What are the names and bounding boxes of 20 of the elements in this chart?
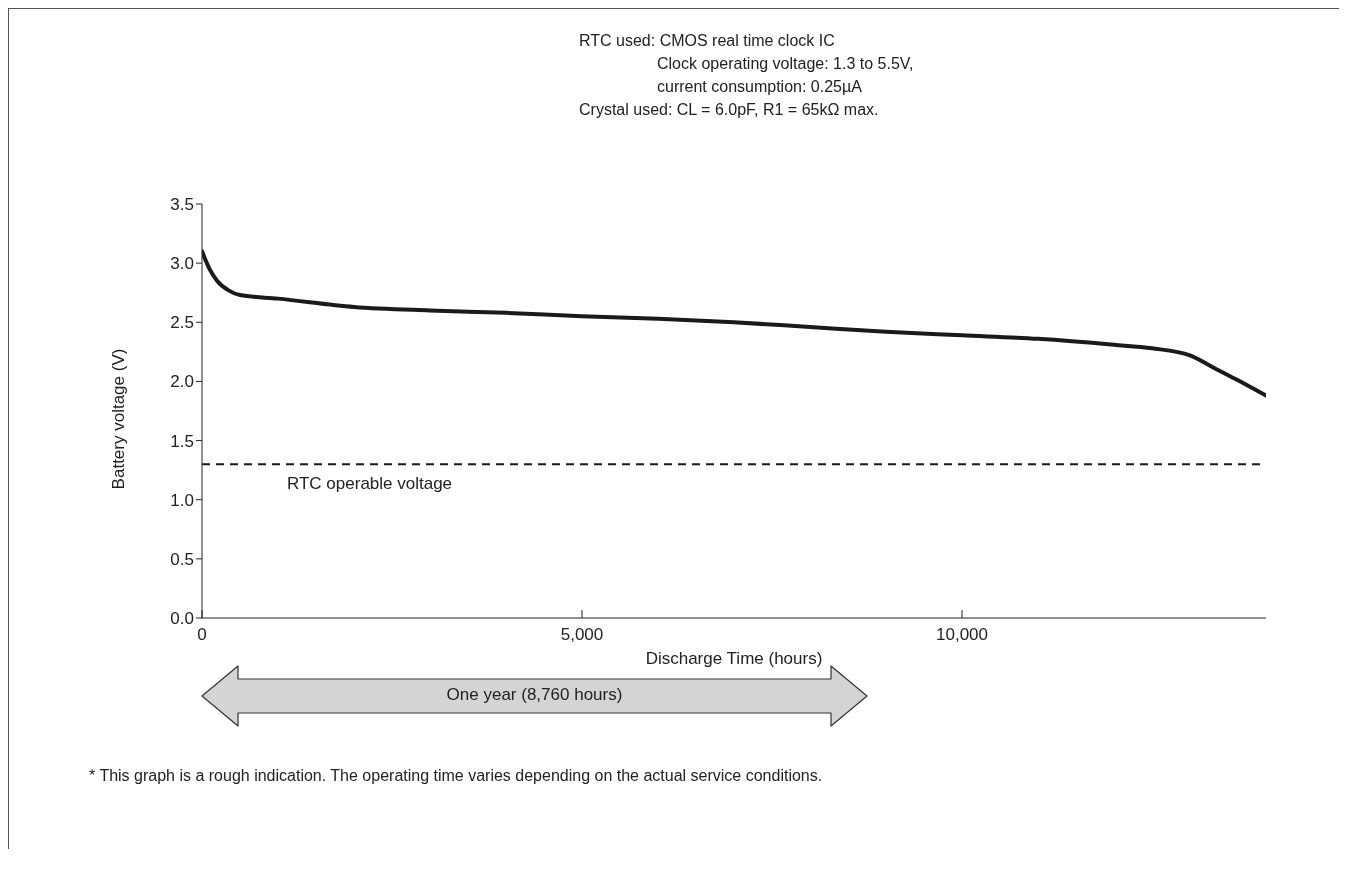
x-axis-title: Discharge Time (hours) xyxy=(644,649,824,669)
text: One year (8,760 hours) xyxy=(445,685,624,705)
x-tick-label: 10,000 xyxy=(936,625,988,645)
y-tick-label: 3.0 xyxy=(170,254,194,274)
y-axis-title: Battery voltage (V) xyxy=(109,348,129,490)
y-tick-label: 0.0 xyxy=(170,609,194,629)
y-tick-label: 2.5 xyxy=(170,313,194,333)
ref-line-label: RTC operable voltage xyxy=(287,474,453,494)
text: RTC used: CMOS real time clock IC xyxy=(579,31,836,51)
y-tick-label: 2.0 xyxy=(170,372,194,392)
y-tick-label: 0.5 xyxy=(170,549,194,569)
x-tick-label: 5,000 xyxy=(560,625,604,645)
y-tick-label: 3.5 xyxy=(170,195,194,215)
text: Clock operating voltage: 1.3 to 5.5V, xyxy=(656,54,914,74)
text: Crystal used: CL = 6.0pF, R1 = 65kΩ max. xyxy=(579,100,880,120)
y-tick-label: 1.5 xyxy=(170,431,194,451)
text: current consumption: 0.25µA xyxy=(656,77,863,97)
text: * This graph is a rough indication. The operating time varies depending on the actual service conditions. xyxy=(89,767,823,785)
y-tick-label: 1.0 xyxy=(170,490,194,510)
x-tick-label: 0 xyxy=(197,625,207,645)
